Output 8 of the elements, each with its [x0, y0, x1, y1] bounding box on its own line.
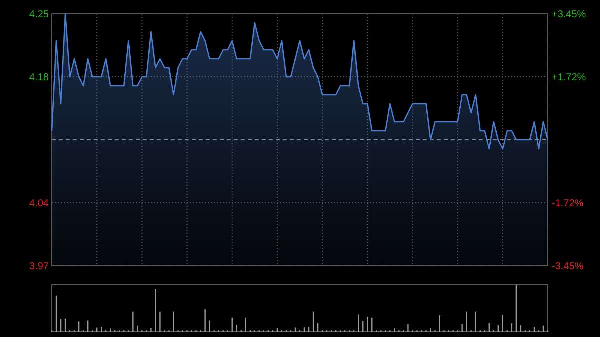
- y-tick-label: 4.04: [30, 198, 50, 210]
- y2-tick-label: -3.45%: [552, 262, 584, 272]
- y2-tick-label: +3.45%: [552, 10, 586, 20]
- y-tick-label: 4.25: [30, 10, 50, 20]
- y2-tick-label: +1.72%: [552, 72, 586, 84]
- y2-tick-label: -1.72%: [552, 198, 584, 210]
- y-tick-label: 3.97: [30, 262, 50, 272]
- y-tick-label: 4.18: [30, 72, 50, 84]
